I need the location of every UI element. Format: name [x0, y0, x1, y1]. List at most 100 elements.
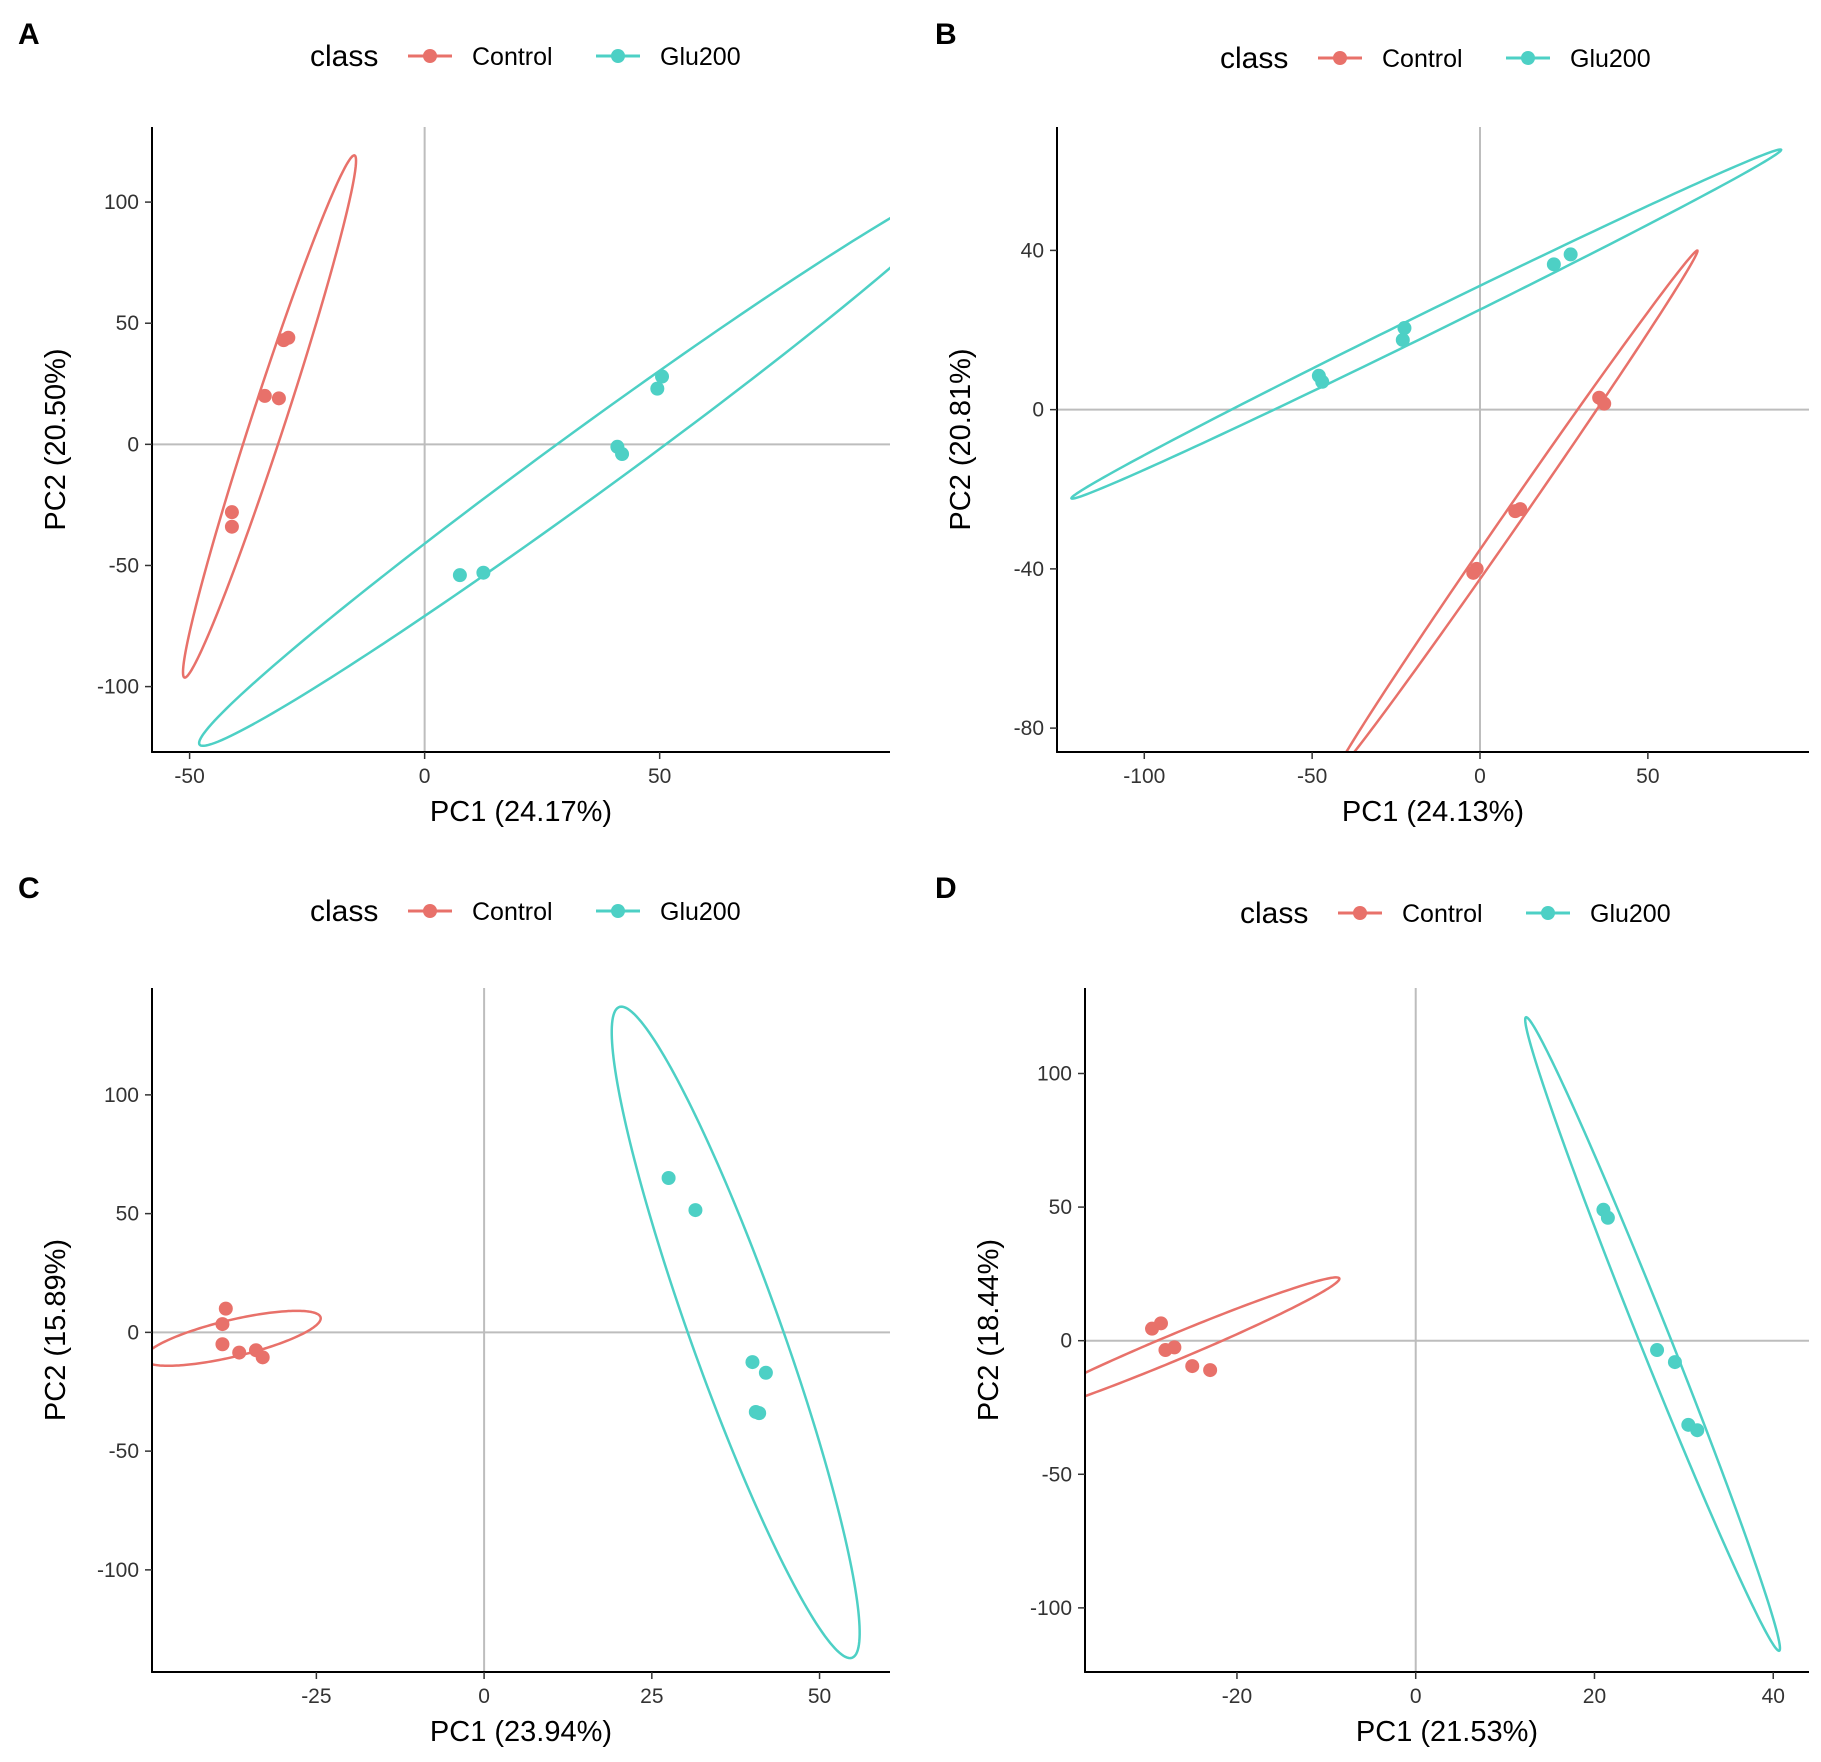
- data-point-glu200: [655, 369, 670, 384]
- data-point-glu200: [1600, 1210, 1615, 1225]
- data-point-glu200: [745, 1355, 760, 1370]
- y-axis-title: PC2 (20.50%): [40, 348, 72, 530]
- confidence-ellipse-control: [181, 154, 358, 679]
- legend-label-glu200: Glu200: [1570, 45, 1651, 73]
- x-tick-label: 20: [1583, 1685, 1606, 1708]
- y-tick-label: -40: [1014, 558, 1044, 581]
- legend-key-point: [423, 904, 437, 918]
- data-point-glu200: [1563, 247, 1578, 262]
- x-tick-label: 0: [478, 1685, 490, 1708]
- y-axis-title: PC2 (15.89%): [40, 1239, 72, 1421]
- y-tick-label: 100: [104, 191, 139, 214]
- legend-key-point: [423, 49, 437, 63]
- legend: class Control Glu200: [310, 40, 741, 73]
- x-tick-label: -100: [1123, 765, 1165, 788]
- x-tick-label: 0: [1410, 1685, 1422, 1708]
- legend-key-point: [1521, 51, 1535, 65]
- data-point-control: [1185, 1359, 1200, 1374]
- data-point-control: [1597, 396, 1612, 411]
- data-point-control: [215, 1337, 230, 1352]
- legend-label-control: Control: [472, 898, 553, 926]
- x-tick-label: 0: [1474, 765, 1486, 788]
- y-tick-label: -50: [109, 1440, 139, 1463]
- x-tick-label: 40: [1762, 1685, 1785, 1708]
- legend-title: class: [1240, 897, 1308, 930]
- x-tick-label: 50: [1636, 765, 1659, 788]
- plot-marks: [1085, 1015, 1782, 1653]
- data-point-control: [1203, 1363, 1218, 1378]
- legend: class Control Glu200: [310, 895, 741, 928]
- panel-letter: B: [935, 18, 957, 51]
- data-point-control: [276, 333, 291, 348]
- data-point-control: [1466, 565, 1481, 580]
- data-point-control: [215, 1317, 230, 1332]
- y-tick-label: 50: [1049, 1196, 1072, 1219]
- legend-label-control: Control: [472, 43, 553, 71]
- data-point-glu200: [650, 381, 665, 396]
- data-point-glu200: [1546, 257, 1561, 272]
- legend-label-glu200: Glu200: [1590, 900, 1671, 928]
- x-axis-title: PC1 (21.53%): [1356, 1716, 1538, 1748]
- y-axis-title: PC2 (18.44%): [973, 1239, 1005, 1421]
- legend: class Control Glu200: [1240, 897, 1671, 930]
- data-point-glu200: [758, 1365, 773, 1380]
- plot-marks: [181, 154, 890, 748]
- y-tick-label: 40: [1021, 239, 1044, 262]
- y-tick-label: 100: [1037, 1063, 1072, 1086]
- y-tick-label: 0: [127, 433, 139, 456]
- data-point-control: [1167, 1340, 1182, 1355]
- confidence-ellipse-glu200: [610, 1005, 861, 1660]
- data-point-glu200: [1667, 1355, 1682, 1370]
- plot-marks: [1070, 148, 1783, 752]
- data-point-control: [255, 1350, 270, 1365]
- data-point-glu200: [1650, 1343, 1665, 1358]
- data-point-glu200: [661, 1171, 676, 1185]
- confidence-ellipse-glu200: [1523, 1015, 1782, 1653]
- confidence-ellipse-control: [1085, 1276, 1341, 1398]
- data-point-glu200: [452, 568, 467, 583]
- y-axis-title: PC2 (20.81%): [945, 348, 977, 530]
- data-point-control: [218, 1301, 233, 1316]
- x-tick-label: -25: [301, 1685, 331, 1708]
- y-tick-label: -50: [109, 554, 139, 577]
- data-point-control: [224, 505, 239, 520]
- x-tick-label: -50: [174, 765, 204, 788]
- legend-label-glu200: Glu200: [660, 898, 741, 926]
- x-tick-label: 50: [808, 1685, 831, 1708]
- data-point-glu200: [752, 1406, 767, 1421]
- data-point-glu200: [688, 1203, 703, 1218]
- data-point-control: [271, 391, 286, 406]
- x-axis-title: PC1 (24.17%): [430, 796, 612, 828]
- legend-key-point: [1353, 906, 1367, 920]
- x-tick-label: 50: [648, 765, 671, 788]
- confidence-ellipse-glu200: [1070, 148, 1783, 500]
- confidence-ellipse-glu200: [197, 216, 890, 748]
- legend-key-point: [1541, 906, 1555, 920]
- data-point-glu200: [615, 447, 630, 462]
- y-tick-label: 0: [127, 1321, 139, 1344]
- y-tick-label: 0: [1060, 1330, 1072, 1353]
- x-axis-title: PC1 (23.94%): [430, 1716, 612, 1748]
- legend-label-control: Control: [1382, 45, 1463, 73]
- legend-title: class: [1220, 42, 1288, 75]
- data-point-glu200: [1395, 332, 1410, 347]
- legend: class Control Glu200: [1220, 42, 1651, 75]
- y-tick-label: -100: [97, 1559, 139, 1582]
- legend-title: class: [310, 40, 378, 73]
- x-tick-label: -50: [1297, 765, 1327, 788]
- x-tick-label: 25: [640, 1685, 663, 1708]
- y-tick-label: 50: [116, 312, 139, 335]
- y-tick-label: 0: [1032, 399, 1044, 422]
- data-point-control: [257, 388, 272, 403]
- data-point-control: [1153, 1316, 1168, 1331]
- data-point-control: [1508, 504, 1523, 519]
- x-axis-title: PC1 (24.13%): [1342, 796, 1524, 828]
- legend-title: class: [310, 895, 378, 928]
- legend-key-point: [611, 49, 625, 63]
- x-tick-label: -20: [1222, 1685, 1252, 1708]
- data-point-control: [232, 1345, 247, 1360]
